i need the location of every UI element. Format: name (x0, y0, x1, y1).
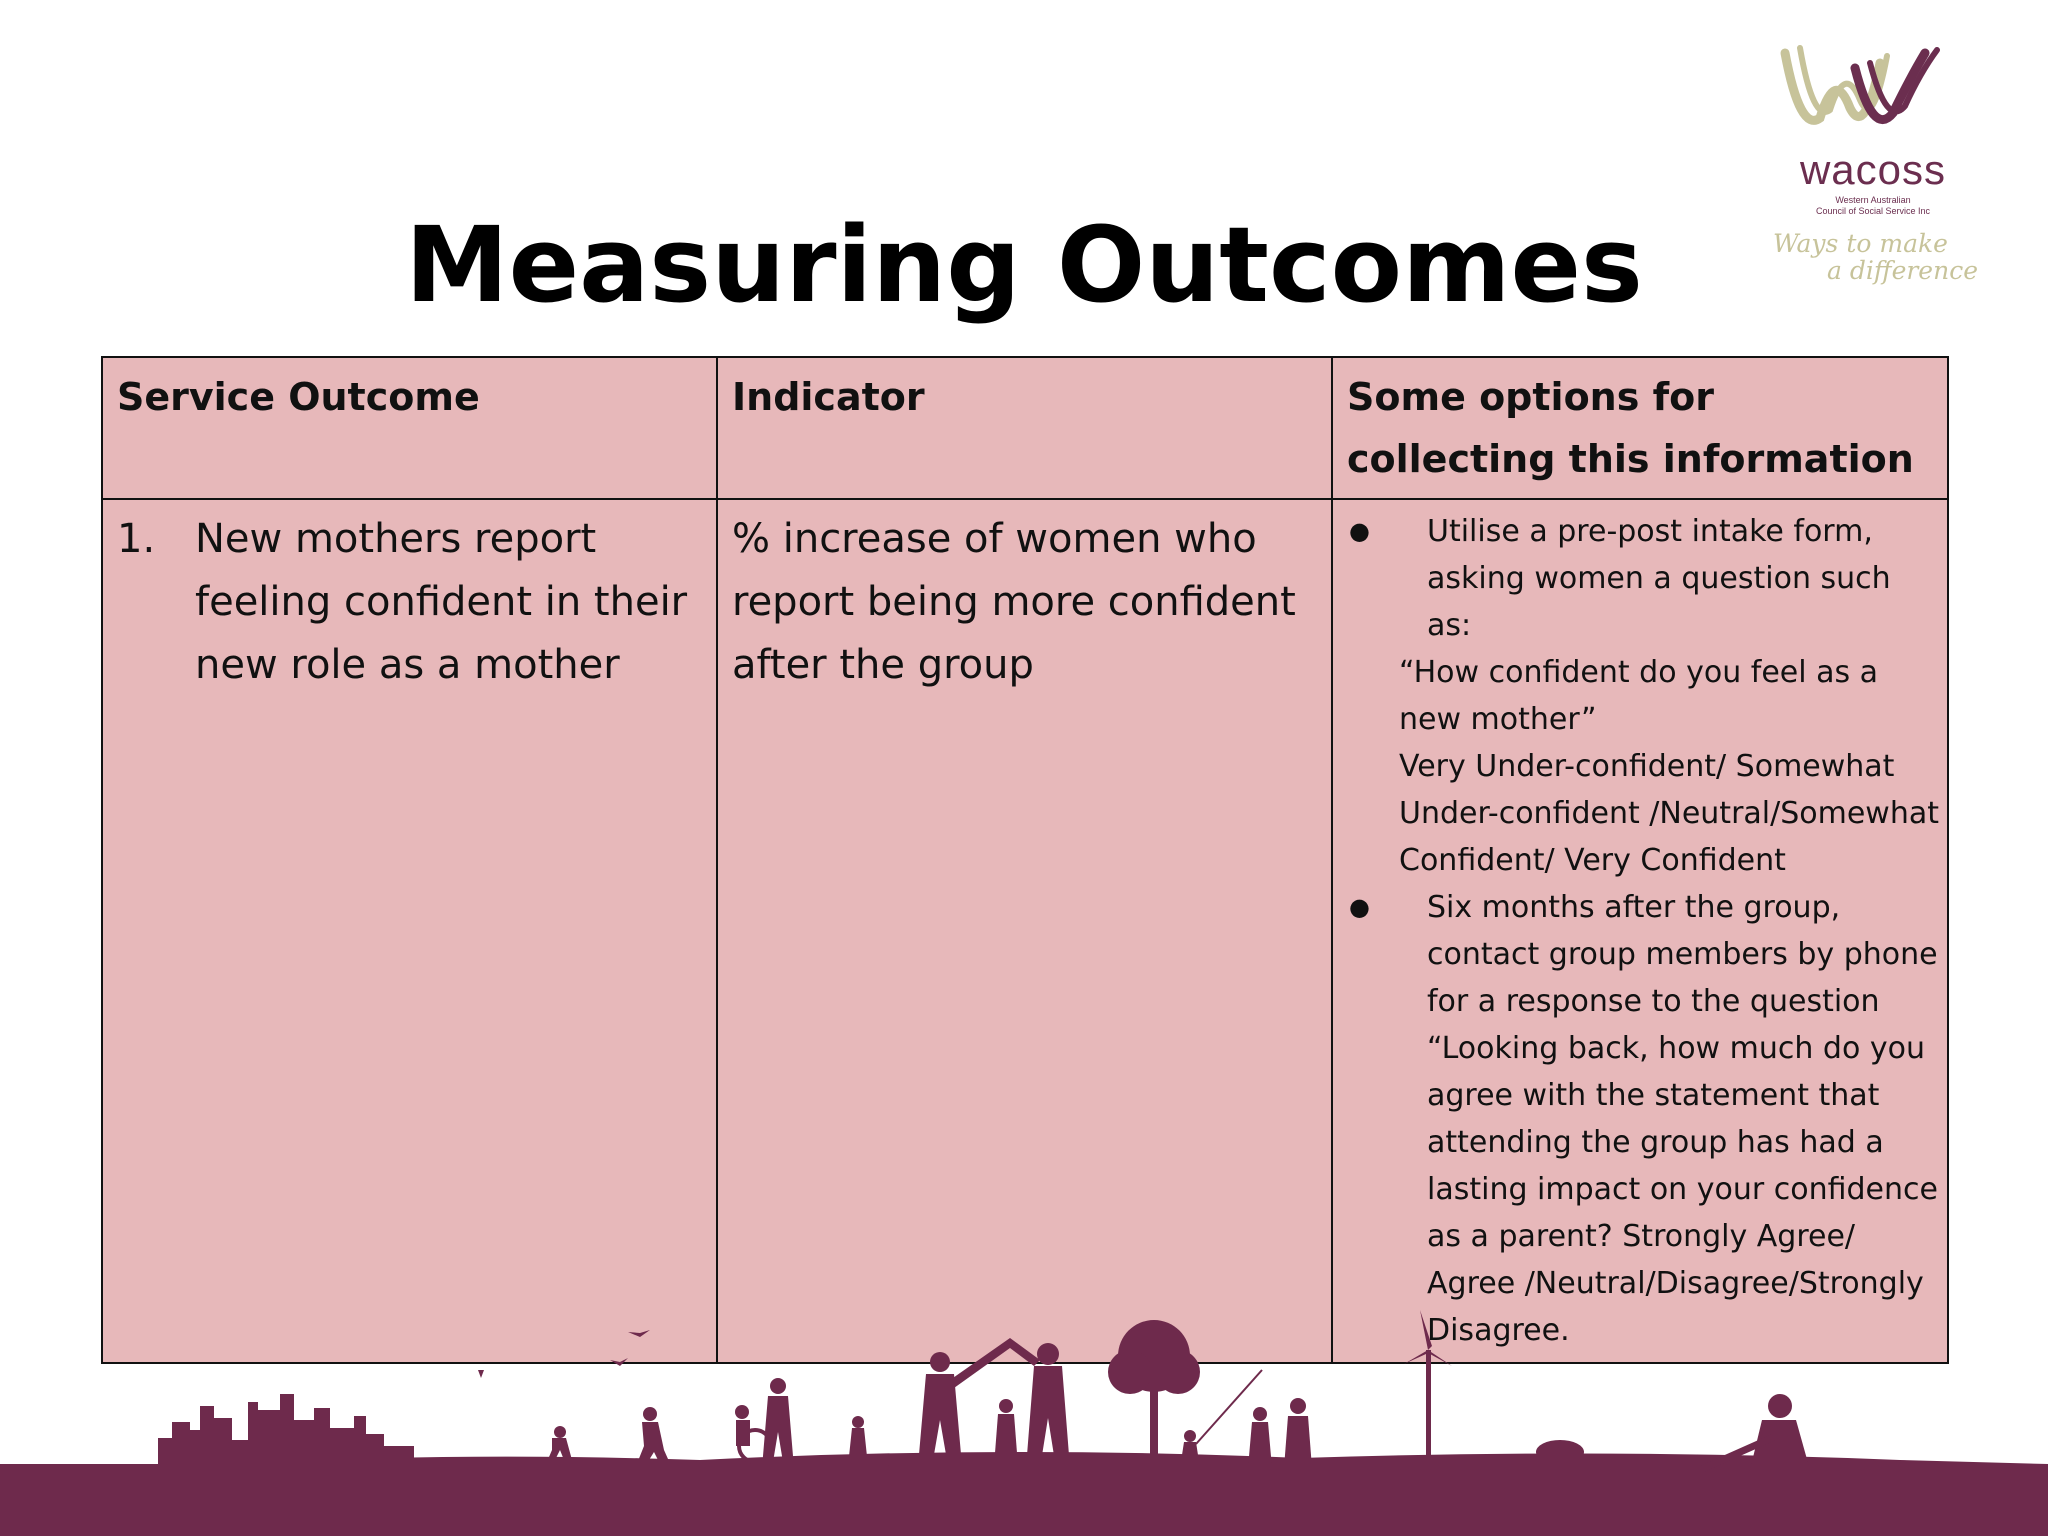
logo-wordmark: wacoss (1799, 146, 1947, 193)
service-outcome-text: New mothers report feeling confident in … (195, 516, 688, 688)
option-bullet-2-text: Six months after the group, contact grou… (1427, 890, 1938, 1348)
bullet-icon: ● (1349, 517, 1370, 545)
options-cell: ● Utilise a pre-post intake form, asking… (1331, 498, 1949, 1364)
indicator-text: % increase of women who report being mor… (732, 516, 1296, 688)
option-question-1: “How confident do you feel as a new moth… (1399, 655, 1879, 737)
logo-subtitle-line2: Council of Social Service Inc (1815, 206, 1931, 216)
numbered-item: 1. New mothers report feeling confident … (117, 508, 702, 697)
table-header-row: Service Outcome Indicator Some options f… (101, 356, 1949, 500)
option-scale-1: Very Under-confident/ Somewhat Under-con… (1399, 749, 1939, 878)
bullet-icon: ● (1349, 893, 1370, 921)
table-row: 1. New mothers report feeling confident … (101, 498, 1949, 1364)
logo-subtitle-line1: Western Australian (1835, 195, 1911, 205)
indicator-cell: % increase of women who report being mor… (716, 498, 1333, 1364)
header-options: Some options for collecting this informa… (1331, 356, 1949, 500)
logo-tagline-line2: a difference (1827, 256, 1979, 285)
skyline-silhouette-icon (0, 1310, 2048, 1536)
wacoss-logo: wacoss Western Australian Council of Soc… (1765, 38, 1985, 298)
service-outcome-cell: 1. New mothers report feeling confident … (101, 498, 718, 1364)
header-indicator: Indicator (716, 356, 1333, 500)
page-title: Measuring Outcomes (405, 204, 1643, 326)
option-bullet-1-text: Utilise a pre-post intake form, asking w… (1427, 514, 1891, 643)
item-number: 1. (117, 516, 156, 562)
wacoss-w-mark-icon (1780, 45, 1940, 125)
option-bullet-2: ● Six months after the group, contact gr… (1347, 884, 1941, 1354)
outcomes-table: Service Outcome Indicator Some options f… (101, 356, 1949, 1364)
option-bullet-1: ● Utilise a pre-post intake form, asking… (1347, 508, 1941, 649)
header-service-outcome: Service Outcome (101, 356, 718, 500)
logo-tagline-line1: Ways to make (1773, 229, 1948, 258)
logo-subtitle: Western Australian Council of Social Ser… (1773, 195, 1973, 217)
